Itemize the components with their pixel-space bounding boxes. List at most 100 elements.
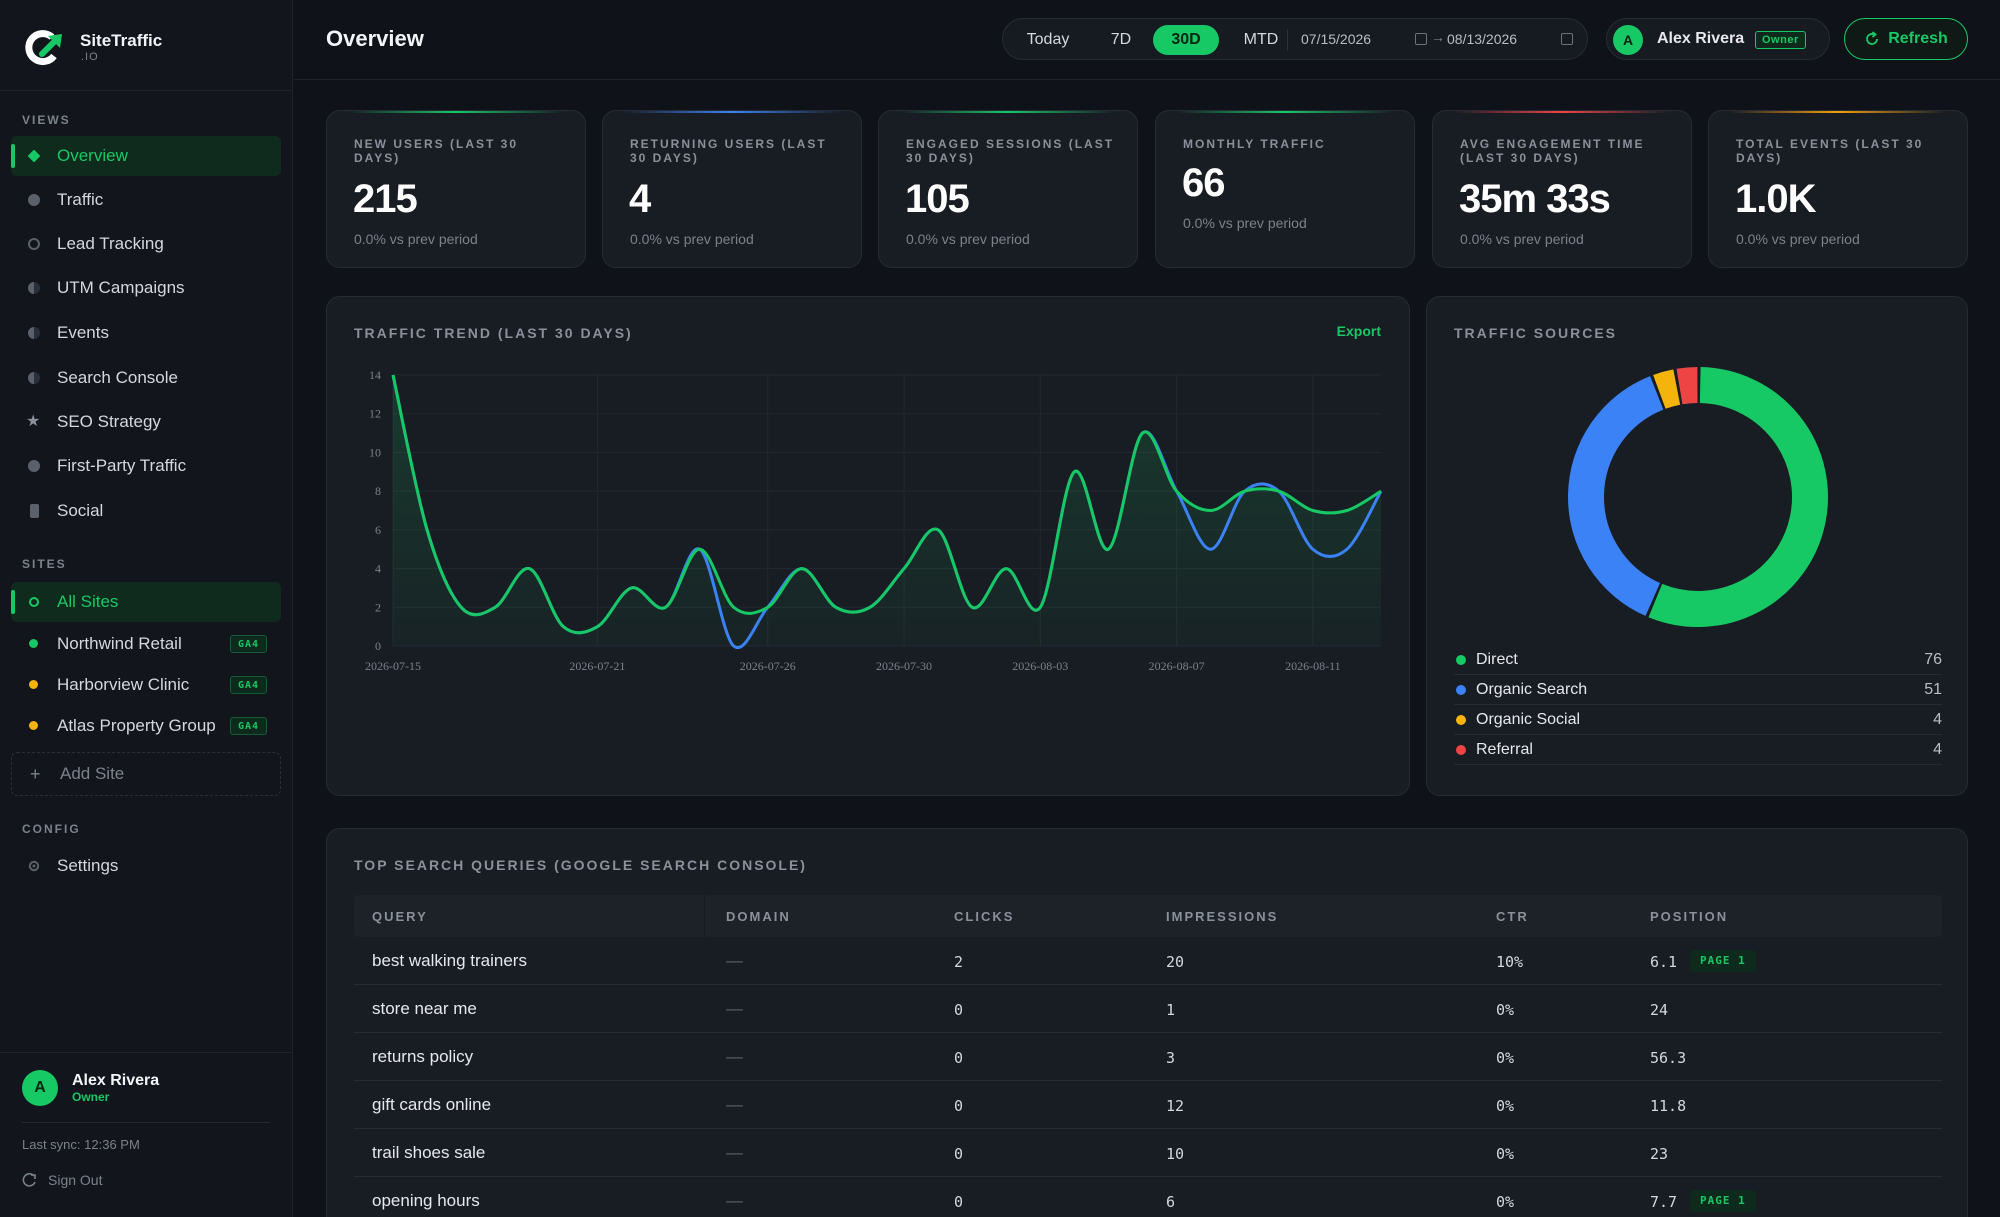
- site-item-northwind-retail[interactable]: Northwind Retail GA4: [11, 624, 281, 664]
- sidebar-item-label: Settings: [57, 856, 119, 875]
- star-icon: ★: [26, 413, 41, 430]
- sidebar-item-lead-tracking[interactable]: Lead Tracking: [11, 224, 281, 264]
- phone-icon: [30, 504, 39, 518]
- table-row[interactable]: store near me — 0 1 0% 24: [354, 985, 1942, 1033]
- calendar-icon[interactable]: [1415, 33, 1427, 45]
- clicks-cell: 0: [954, 1001, 964, 1019]
- divider: [704, 895, 705, 937]
- table-row[interactable]: returns policy — 0 3 0% 56.3: [354, 1033, 1942, 1081]
- table-row[interactable]: gift cards online — 0 12 0% 11.8: [354, 1081, 1942, 1129]
- circle-icon: [28, 194, 40, 206]
- user-menu[interactable]: A Alex Rivera Owner: [1606, 18, 1830, 60]
- circle-icon: [28, 460, 40, 472]
- domain-cell: —: [726, 951, 743, 970]
- range-7d-button[interactable]: 7D: [1110, 31, 1132, 48]
- divider: [22, 1122, 270, 1123]
- range-today-button[interactable]: Today: [1026, 31, 1070, 48]
- add-site-label: Add Site: [60, 764, 125, 783]
- sidebar: SiteTraffic .IO VIEWS Overview Traffic Lea…: [0, 0, 293, 1217]
- column-header-impressions[interactable]: IMPRESSIONS: [1166, 909, 1279, 924]
- kpi-change: 0.0% vs prev period: [630, 231, 754, 247]
- panel-title: TOP SEARCH QUERIES (GOOGLE SEARCH CONSOL…: [354, 857, 807, 873]
- sidebar-item-seo-strategy[interactable]: ★ SEO Strategy: [11, 402, 281, 442]
- column-header-clicks[interactable]: CLICKS: [954, 909, 1015, 924]
- sidebar-item-settings[interactable]: Settings: [11, 846, 281, 886]
- y-tick-label: 0: [375, 639, 381, 653]
- sidebar-item-utm-campaigns[interactable]: UTM Campaigns: [11, 268, 281, 308]
- y-tick-label: 2: [375, 600, 381, 614]
- sidebar-item-events[interactable]: Events: [11, 313, 281, 353]
- position-cell: 7.7: [1650, 1193, 1678, 1211]
- table-row[interactable]: opening hours — 0 6 0% 7.7 PAGE 1: [354, 1177, 1942, 1217]
- sign-out-button[interactable]: Sign Out: [22, 1172, 102, 1188]
- sidebar-item-label: SEO Strategy: [57, 412, 161, 431]
- position-cell: 11.8: [1650, 1097, 1687, 1115]
- site-item-all-sites[interactable]: All Sites: [11, 582, 281, 622]
- domain-cell: —: [726, 1143, 743, 1162]
- column-header-position[interactable]: POSITION: [1650, 909, 1729, 924]
- table-row[interactable]: best walking trainers — 2 20 10% 6.1 PAGE 1: [354, 937, 1942, 985]
- calendar-icon[interactable]: [1561, 33, 1573, 45]
- column-header-query[interactable]: QUERY: [372, 909, 428, 924]
- impressions-cell: 20: [1166, 953, 1185, 971]
- sidebar-item-social[interactable]: Social: [11, 491, 281, 531]
- date-to-input[interactable]: 08/13/2026: [1447, 31, 1518, 47]
- sidebar-item-label: First-Party Traffic: [57, 456, 187, 475]
- refresh-button[interactable]: Refresh: [1844, 18, 1968, 60]
- arrow-right-icon: →: [1431, 29, 1445, 45]
- clicks-cell: 0: [954, 1193, 964, 1211]
- brand[interactable]: SiteTraffic .IO: [22, 28, 162, 68]
- sidebar-item-first-party-traffic[interactable]: First-Party Traffic: [11, 446, 281, 486]
- series-area: [393, 375, 1381, 646]
- ring-icon: [28, 238, 40, 250]
- kpi-change: 0.0% vs prev period: [354, 231, 478, 247]
- ctr-cell: 0%: [1496, 1193, 1515, 1211]
- ga4-badge: GA4: [229, 717, 267, 735]
- sidebar-item-search-console[interactable]: Search Console: [11, 358, 281, 398]
- legend-value: 51: [1924, 681, 1942, 698]
- column-header-ctr[interactable]: CTR: [1496, 909, 1529, 924]
- impressions-cell: 1: [1166, 1001, 1176, 1019]
- kpi-value: 4: [629, 177, 651, 221]
- site-status-dot: [29, 721, 38, 730]
- table-row[interactable]: trail shoes sale — 0 10 0% 23: [354, 1129, 1942, 1177]
- kpi-change: 0.0% vs prev period: [1736, 231, 1860, 247]
- plus-icon: +: [30, 764, 41, 784]
- query-cell: gift cards online: [372, 1095, 492, 1114]
- query-cell: best walking trainers: [372, 951, 527, 970]
- sign-out-icon: [22, 1173, 36, 1187]
- add-site-button[interactable]: + Add Site: [11, 752, 281, 796]
- domain-cell: —: [726, 1095, 743, 1114]
- x-tick-label: 2026-08-07: [1149, 659, 1205, 673]
- traffic-trend-chart: 0 2 4 6 8 10 12 14 2026-07-15 2026-07-21 2026-07-2…: [365, 368, 1383, 673]
- series-line: [391, 374, 1382, 635]
- sidebar-item-traffic[interactable]: Traffic: [11, 180, 281, 220]
- kpi-value: 215: [353, 177, 418, 221]
- range-mtd-button[interactable]: MTD: [1243, 31, 1279, 48]
- range-30d-button[interactable]: 30D: [1153, 25, 1219, 55]
- legend-label: Referral: [1476, 741, 1533, 758]
- traffic-sources-chart: [1568, 367, 1828, 627]
- position-cell: 23: [1650, 1145, 1669, 1163]
- sidebar-item-overview[interactable]: Overview: [11, 136, 281, 176]
- half-circle-icon: [28, 327, 40, 339]
- export-button[interactable]: Export: [1336, 323, 1381, 339]
- sign-out-label: Sign Out: [48, 1172, 103, 1188]
- half-circle-icon: [28, 372, 40, 384]
- kpi-card: New Users (Last 30 Days) 215 0.0% vs prev …: [326, 110, 586, 268]
- user-name: Alex Rivera: [72, 1072, 160, 1089]
- site-item-atlas-property-group[interactable]: Atlas Property Group GA4: [11, 706, 281, 746]
- site-item-harborview-clinic[interactable]: Harborview Clinic GA4: [11, 665, 281, 705]
- x-tick-label: 2026-07-30: [876, 659, 932, 673]
- half-circle-icon: [28, 282, 40, 294]
- panel-title: TRAFFIC SOURCES: [1454, 325, 1617, 341]
- site-label: Northwind Retail: [57, 634, 182, 653]
- clicks-cell: 0: [954, 1145, 964, 1163]
- site-label: All Sites: [57, 592, 119, 611]
- user-card[interactable]: A Alex Rivera Owner: [22, 1070, 159, 1106]
- column-header-domain[interactable]: DOMAIN: [726, 909, 791, 924]
- sidebar-item-label: Social: [57, 501, 104, 520]
- date-from-input[interactable]: 07/15/2026: [1301, 31, 1372, 47]
- y-tick-label: 10: [369, 445, 381, 459]
- avatar: A: [22, 1070, 58, 1106]
